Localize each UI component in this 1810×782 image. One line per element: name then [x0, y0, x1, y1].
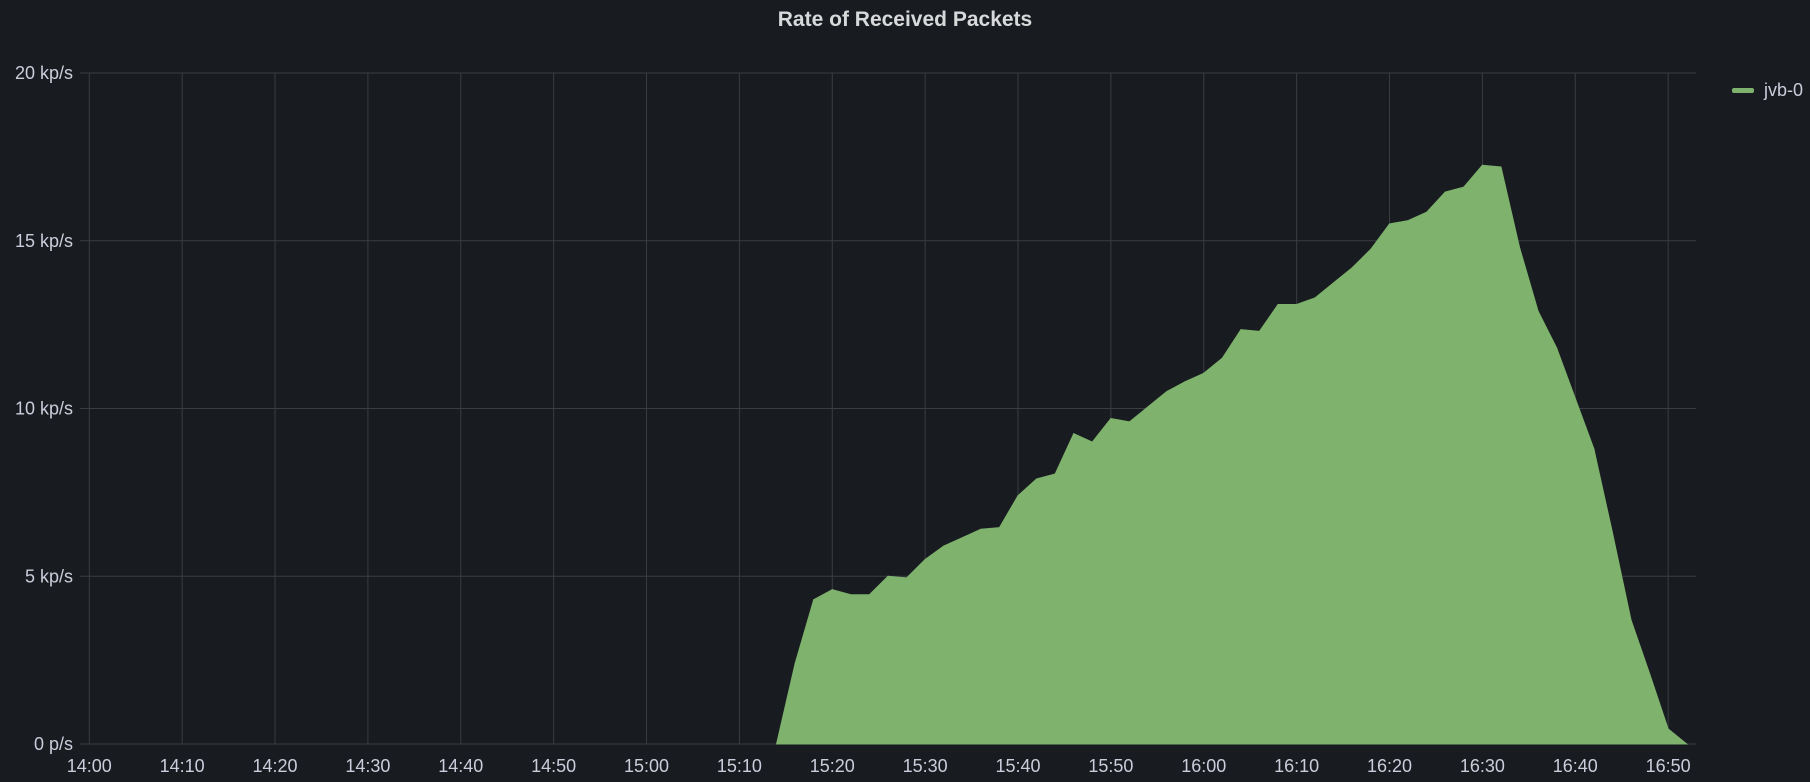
- x-tick-label: 16:30: [1460, 756, 1505, 776]
- y-axis: 0 p/s 5 kp/s 10 kp/s 15 kp/s 20 kp/s: [15, 63, 73, 754]
- legend-label-jvb-0[interactable]: jvb-0: [1764, 80, 1804, 100]
- data-point: [1389, 223, 1391, 225]
- data-point: [794, 662, 796, 664]
- x-tick-label: 15:50: [1088, 756, 1133, 776]
- x-tick-label: 14:40: [438, 756, 483, 776]
- data-point: [980, 528, 982, 530]
- data-point: [1277, 303, 1279, 305]
- data-point: [1351, 267, 1353, 269]
- data-point: [1370, 248, 1372, 250]
- x-tick-label: 16:50: [1646, 756, 1691, 776]
- data-point: [1667, 728, 1669, 730]
- data-point: [1556, 347, 1558, 349]
- data-point: [1036, 478, 1038, 480]
- x-tick-label: 15:20: [810, 756, 855, 776]
- data-point: [776, 743, 778, 745]
- data-point: [1426, 211, 1428, 213]
- data-point: [1240, 329, 1242, 331]
- series-layer: [775, 164, 1689, 745]
- data-point: [1073, 433, 1075, 435]
- data-point: [1147, 406, 1149, 408]
- data-point: [1574, 397, 1576, 399]
- data-point: [831, 589, 833, 591]
- data-point: [1091, 441, 1093, 443]
- data-point: [1537, 310, 1539, 312]
- x-tick-label: 15:40: [995, 756, 1040, 776]
- legend-swatch: [1732, 88, 1754, 93]
- data-point: [943, 545, 945, 547]
- y-tick-label: 0 p/s: [34, 734, 73, 754]
- data-point: [1296, 303, 1298, 305]
- data-point: [1630, 619, 1632, 621]
- x-tick-label: 16:00: [1181, 756, 1226, 776]
- y-tick-label: 5 kp/s: [25, 566, 73, 586]
- data-point: [1184, 381, 1186, 383]
- data-point: [1611, 532, 1613, 534]
- x-tick-label: 15:30: [903, 756, 948, 776]
- data-point: [1221, 357, 1223, 359]
- data-point: [1444, 191, 1446, 193]
- data-point: [1166, 391, 1168, 393]
- x-tick-label: 14:00: [67, 756, 112, 776]
- x-tick-label: 16:40: [1553, 756, 1598, 776]
- data-point: [1314, 297, 1316, 299]
- data-point: [1519, 246, 1521, 248]
- series-area-jvb-0[interactable]: [775, 164, 1689, 745]
- data-point: [961, 537, 963, 539]
- y-tick-label: 20 kp/s: [15, 63, 73, 83]
- data-point: [1500, 166, 1502, 168]
- data-point: [1110, 418, 1112, 420]
- data-point: [1593, 448, 1595, 450]
- data-point: [906, 577, 908, 579]
- data-point: [813, 599, 815, 601]
- x-tick-label: 14:50: [531, 756, 576, 776]
- x-axis: 14:00 14:10 14:20 14:30 14:40 14:50 15:00 15:10…: [67, 756, 1691, 776]
- data-point: [1407, 220, 1409, 222]
- x-tick-label: 16:20: [1367, 756, 1412, 776]
- data-point: [1481, 164, 1483, 166]
- data-point: [887, 575, 889, 577]
- data-point: [924, 558, 926, 560]
- data-point: [998, 527, 1000, 529]
- x-tick-label: 14:10: [160, 756, 205, 776]
- data-point: [1258, 330, 1260, 332]
- x-tick-label: 14:30: [345, 756, 390, 776]
- y-tick-label: 10 kp/s: [15, 399, 73, 419]
- legend[interactable]: jvb-0: [1732, 80, 1803, 101]
- data-point: [1649, 673, 1651, 675]
- x-tick-label: 14:20: [253, 756, 298, 776]
- data-point: [1333, 282, 1335, 284]
- data-point: [850, 594, 852, 596]
- x-tick-label: 15:00: [624, 756, 669, 776]
- chart-title: Rate of Received Packets: [777, 8, 1033, 31]
- data-point: [1054, 473, 1056, 475]
- x-tick-label: 16:10: [1274, 756, 1319, 776]
- data-point: [1128, 421, 1130, 423]
- data-point: [1203, 372, 1205, 374]
- data-point: [1686, 743, 1688, 745]
- data-point: [1463, 186, 1465, 188]
- data-point: [868, 594, 870, 596]
- data-point: [1017, 495, 1019, 497]
- x-tick-label: 15:10: [717, 756, 762, 776]
- y-tick-label: 15 kp/s: [15, 231, 73, 251]
